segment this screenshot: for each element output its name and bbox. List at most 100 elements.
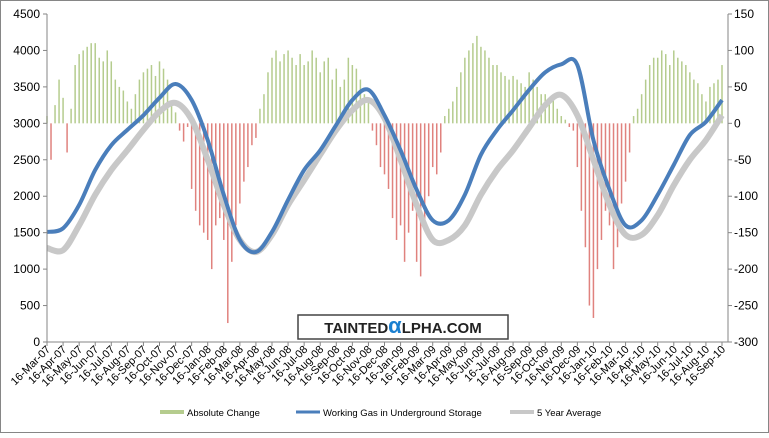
bar-absolute-change: [174, 112, 177, 124]
bar-absolute-change: [383, 123, 386, 175]
bar-absolute-change: [102, 61, 104, 124]
bar-absolute-change: [351, 65, 354, 124]
bar-absolute-change: [363, 94, 366, 124]
bar-absolute-change: [536, 86, 538, 124]
right-tick-label: -150: [734, 226, 758, 240]
bar-absolute-change: [411, 123, 414, 211]
right-tick-label: -250: [734, 299, 758, 313]
bar-absolute-change: [640, 94, 643, 124]
bar-absolute-change: [572, 123, 575, 131]
legend-working-gas-label: Working Gas in Underground Storage: [323, 408, 482, 419]
legend-working-gas: Working Gas in Underground Storage: [296, 408, 482, 419]
bar-absolute-change: [194, 123, 197, 211]
bar-absolute-change: [524, 86, 526, 124]
bar-absolute-change: [235, 123, 237, 226]
bar-absolute-change: [86, 46, 88, 124]
bar-absolute-change: [492, 65, 494, 124]
bar-absolute-change: [74, 65, 76, 124]
bar-absolute-change: [219, 123, 221, 219]
bar-absolute-change: [206, 123, 209, 240]
bar-absolute-change: [652, 57, 655, 124]
bar-absolute-change: [198, 123, 201, 226]
bar-absolute-change: [660, 50, 663, 124]
bar-absolute-change: [210, 123, 213, 270]
bar-absolute-change: [456, 86, 458, 124]
bar-absolute-change: [468, 50, 470, 124]
bar-absolute-change: [552, 97, 554, 124]
bar-absolute-change: [512, 75, 514, 124]
bar-absolute-change: [50, 123, 52, 160]
bar-absolute-change: [291, 57, 293, 124]
bar-absolute-change: [464, 57, 466, 124]
bar-absolute-change: [608, 123, 611, 226]
bar-absolute-change: [347, 57, 350, 124]
bar-absolute-change: [620, 123, 623, 204]
bar-absolute-change: [644, 79, 647, 124]
bar-absolute-change: [403, 123, 406, 262]
bar-absolute-change: [496, 65, 498, 124]
bar-absolute-change: [78, 54, 80, 124]
bar-absolute-change: [58, 79, 60, 124]
bar-absolute-change: [431, 123, 434, 168]
left-tick-label: 4000: [13, 43, 40, 57]
bar-absolute-change: [70, 108, 72, 124]
bar-absolute-change: [665, 54, 667, 124]
legend-absolute-change-label: Absolute Change: [187, 408, 260, 419]
bar-absolute-change: [480, 46, 482, 124]
bar-absolute-change: [315, 57, 317, 124]
bar-absolute-change: [311, 50, 313, 124]
bar-absolute-change: [568, 123, 571, 127]
line-working-gas: [46, 56, 724, 255]
bar-absolute-change: [186, 123, 189, 127]
right-tick-label: -200: [734, 262, 758, 276]
bar-absolute-change: [444, 116, 446, 124]
bar-absolute-change: [636, 108, 639, 124]
bar-absolute-change: [106, 50, 109, 124]
bar-absolute-change: [110, 61, 113, 124]
bar-absolute-change: [375, 123, 378, 146]
bar-absolute-change: [423, 123, 426, 226]
bar-absolute-change: [287, 50, 289, 124]
bar-absolute-change: [339, 86, 342, 124]
bar-absolute-change: [596, 123, 599, 270]
bar-absolute-change: [118, 86, 121, 124]
bar-absolute-change: [681, 61, 683, 124]
bar-absolute-change: [202, 123, 205, 233]
bar-absolute-change: [178, 123, 181, 131]
bar-absolute-change: [307, 61, 309, 124]
legend: Absolute Change Working Gas in Undergroun…: [160, 408, 601, 419]
bar-absolute-change: [520, 83, 522, 124]
bar-absolute-change: [673, 50, 675, 124]
watermark-logo: TAINTEDαLPHA.COM: [297, 313, 509, 340]
bar-absolute-change: [713, 83, 715, 124]
legend-5-year-average-swatch: [510, 410, 534, 414]
left-tick-label: 1000: [13, 262, 40, 276]
bar-absolute-change: [267, 72, 269, 124]
bar-absolute-change: [243, 123, 245, 182]
bar-absolute-change: [98, 57, 100, 124]
bar-absolute-change: [508, 79, 510, 124]
bar-absolute-change: [231, 123, 233, 262]
bar-absolute-change: [399, 123, 402, 226]
bar-absolute-change: [588, 123, 591, 306]
bar-absolute-change: [190, 123, 193, 189]
axes: 050010001500200025003000350040004500-300…: [9, 7, 759, 389]
bar-absolute-change: [295, 65, 297, 124]
bar-absolute-change: [170, 101, 173, 124]
bar-absolute-change: [564, 119, 567, 124]
bar-absolute-change: [717, 79, 719, 124]
bar-absolute-change: [158, 61, 161, 124]
bar-absolute-change: [709, 86, 711, 124]
bar-absolute-change: [331, 79, 334, 124]
bar-absolute-change: [632, 116, 635, 124]
legend-5-year-average-label: 5 Year Average: [537, 408, 601, 419]
left-tick-label: 1500: [13, 226, 40, 240]
bar-absolute-change: [448, 108, 450, 124]
bar-absolute-change: [367, 101, 370, 124]
bar-absolute-change: [648, 65, 651, 124]
right-tick-label: 150: [734, 7, 754, 21]
legend-working-gas-swatch: [296, 410, 320, 414]
bar-absolute-change: [150, 65, 153, 124]
bar-absolute-change: [697, 83, 699, 124]
